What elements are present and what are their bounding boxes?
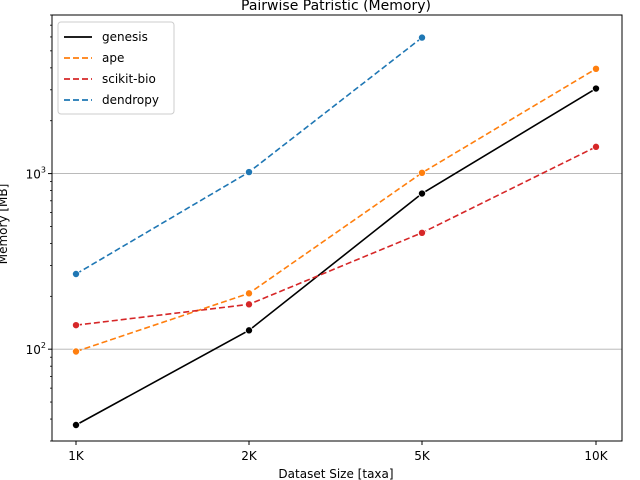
data-point — [592, 64, 601, 73]
data-point — [417, 33, 426, 42]
data-point — [72, 347, 81, 356]
data-point — [592, 84, 601, 93]
data-point — [72, 421, 81, 430]
data-point — [244, 300, 253, 309]
data-point — [244, 326, 253, 335]
data-point — [417, 189, 426, 198]
data-point — [417, 228, 426, 237]
y-axis: 102 103 — [26, 14, 52, 442]
data-point — [244, 168, 253, 177]
data-point — [72, 270, 81, 279]
x-axis-label: Dataset Size [taxa] — [278, 467, 393, 480]
series-genesis — [72, 84, 601, 430]
data-point — [72, 321, 81, 330]
x-tick-label: 10K — [584, 449, 608, 463]
series-line — [75, 68, 597, 353]
chart-title: Pairwise Patristic (Memory) — [241, 0, 431, 14]
series-scikit-bio — [72, 142, 601, 330]
data-point — [244, 289, 253, 298]
x-tick-label: 2K — [241, 449, 258, 463]
legend-box — [57, 21, 175, 115]
data-point — [592, 142, 601, 151]
y-tick-label: 103 — [26, 166, 46, 182]
legend-label: scikit-bio — [102, 72, 156, 86]
series-ape — [72, 64, 601, 356]
y-tick-label: 102 — [26, 341, 46, 357]
x-axis: 1K 2K 5K 10K — [68, 441, 609, 463]
y-axis-label: Memory [MB] — [0, 184, 10, 265]
gridlines — [52, 173, 622, 350]
x-tick-label: 1K — [68, 449, 85, 463]
series-dendropy — [72, 33, 426, 279]
legend: genesis ape scikit-bio dendropy — [57, 21, 175, 115]
legend-label: genesis — [102, 30, 148, 44]
legend-label: ape — [102, 51, 124, 65]
series-layer — [72, 33, 601, 430]
legend-label: dendropy — [102, 93, 159, 107]
series-line — [75, 87, 597, 426]
x-tick-label: 5K — [414, 449, 431, 463]
data-point — [417, 168, 426, 177]
plot-frame — [51, 14, 623, 442]
